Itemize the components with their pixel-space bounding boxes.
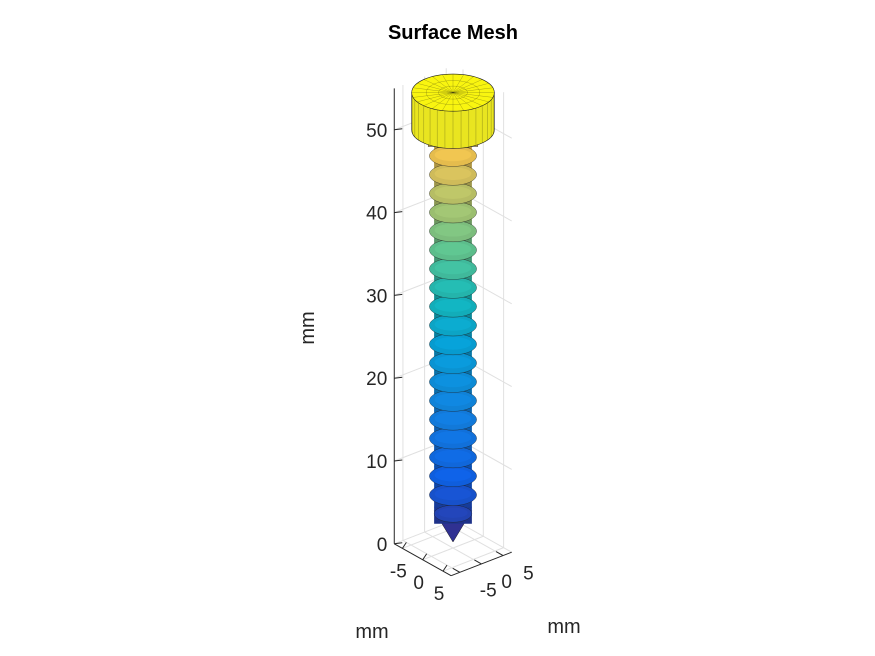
head-top-mesh-line [452, 74, 464, 93]
head-top-mesh-line [452, 92, 474, 109]
head-top-mesh-line [417, 92, 454, 103]
z-tick-mark [394, 211, 403, 214]
thread-highlight [434, 431, 472, 444]
thread-highlight [434, 186, 472, 199]
thread-highlight [434, 299, 472, 312]
y-axis-label: mm [547, 616, 580, 638]
y-tick-mark [452, 567, 461, 573]
thread-highlight [438, 507, 468, 518]
x-tick-label: -5 [390, 561, 407, 582]
head-top-mesh-line [452, 92, 483, 106]
thread-highlight [434, 412, 472, 425]
z-tick-label: 30 [366, 286, 387, 307]
head-top-mesh-line [432, 76, 454, 93]
head-top-mesh-line [452, 79, 483, 93]
head-top-mesh-line [432, 92, 454, 109]
head-top-mesh-line [452, 92, 493, 98]
z-tick-label: 20 [366, 369, 387, 390]
z-tick-label: 40 [366, 204, 387, 225]
chart-title: Surface Mesh [388, 22, 518, 44]
z-tick-mark [394, 128, 403, 131]
head-top-mesh-line [452, 87, 493, 93]
x-tick-mark [422, 553, 428, 561]
thread-highlight [434, 148, 472, 162]
z-tick-label: 50 [366, 121, 387, 142]
head-top-mesh-line [442, 92, 454, 111]
thread-highlight [434, 393, 472, 407]
thread-highlight [434, 336, 472, 350]
x-tick-label: 5 [434, 584, 445, 605]
head-top-mesh-line [452, 92, 464, 111]
head-top-ring [438, 85, 468, 100]
thread-highlight [434, 280, 472, 294]
thread-highlight [434, 167, 472, 181]
z-tick-mark [394, 542, 403, 545]
grid-line [424, 531, 482, 565]
y-tick-label: 5 [523, 564, 534, 585]
head-top-mesh-line [452, 83, 489, 93]
thread-highlight [434, 242, 472, 256]
thread-highlight [434, 223, 472, 237]
z-tick-mark [394, 293, 403, 296]
head-top-mesh-line [452, 92, 489, 103]
head-top-mesh-line [452, 76, 474, 93]
y-tick-mark [474, 559, 482, 565]
x-tick-mark [401, 542, 407, 549]
head-top-mesh-line [413, 92, 454, 98]
head-top-mesh-line [417, 83, 454, 93]
head-top-mesh-line [423, 92, 454, 106]
thread-highlight [434, 317, 472, 331]
head-top-mesh-line [442, 74, 454, 93]
z-tick-mark [394, 376, 403, 379]
z-tick-label: 10 [366, 452, 387, 473]
x-axis-label: mm [355, 621, 388, 643]
y-tick-label: 0 [501, 572, 512, 593]
thread-highlight [434, 449, 472, 463]
z-tick-mark [394, 459, 403, 462]
z-axis-label: mm [297, 311, 319, 344]
thread-highlight [434, 487, 472, 501]
thread-highlight [434, 374, 472, 388]
screw-surface-mesh [411, 73, 495, 543]
thread-highlight [434, 204, 472, 218]
thread-highlight [434, 468, 472, 482]
z-tick-label: 0 [377, 535, 388, 556]
x-tick-label: 0 [413, 573, 424, 594]
x-tick-mark [442, 564, 448, 572]
thread-highlight [434, 261, 472, 275]
head-top-ring [425, 80, 481, 105]
head-top-mesh-line [413, 87, 454, 93]
y-tick-mark [495, 551, 504, 556]
y-tick-label: -5 [480, 580, 497, 601]
head-top-mesh-line [423, 79, 454, 93]
grid-line [402, 540, 461, 573]
thread-highlight [434, 355, 472, 369]
